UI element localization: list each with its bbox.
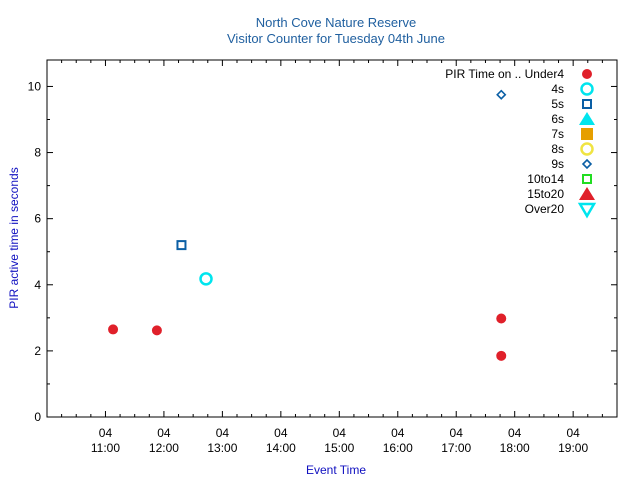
legend-marker-6s (579, 112, 595, 125)
y-tick-label: 2 (34, 344, 41, 358)
data-point-under4 (496, 350, 507, 361)
x-tick-label-time: 15:00 (324, 441, 354, 455)
x-axis: 0411:000412:000413:000414:000415:000416:… (61, 60, 618, 455)
x-tick-label-time: 18:00 (500, 441, 530, 455)
legend-label-8s: 8s (551, 142, 564, 156)
y-tick-label: 10 (28, 79, 42, 93)
x-tick-label-time: 14:00 (266, 441, 296, 455)
chart-title: North Cove Nature Reserve (256, 15, 416, 30)
data-point-5s (176, 240, 187, 251)
legend-marker-4s (580, 82, 594, 96)
legend-marker-9s (581, 158, 593, 170)
data-point-under4 (496, 313, 507, 324)
legend-marker-10to14 (582, 174, 592, 184)
x-axis-label: Event Time (306, 463, 366, 477)
x-tick-label-time: 16:00 (383, 441, 413, 455)
y-tick-label: 0 (34, 410, 41, 424)
legend-label-6s: 6s (551, 112, 564, 126)
y-tick-label: 8 (34, 146, 41, 160)
x-tick-label-day: 04 (157, 426, 171, 440)
y-axis-label: PIR active time in seconds (7, 167, 21, 308)
legend-label-5s: 5s (551, 97, 564, 111)
legend-marker-15to20 (579, 187, 595, 200)
legend-label-4s: 4s (551, 82, 564, 96)
x-tick-label-time: 17:00 (441, 441, 471, 455)
data-point-4s (199, 272, 213, 286)
legend-marker-under4 (582, 69, 592, 79)
x-tick-label-time: 11:00 (91, 441, 120, 455)
x-tick-label-time: 13:00 (207, 441, 237, 455)
legend-label-15to20: 15to20 (527, 187, 564, 201)
data-point-9s (496, 89, 507, 100)
x-tick-label-day: 04 (216, 426, 230, 440)
data-point-under4 (151, 325, 162, 336)
legend-label-7s: 7s (551, 127, 564, 141)
x-tick-label-time: 12:00 (149, 441, 179, 455)
x-tick-label-time: 19:00 (558, 441, 588, 455)
x-tick-label-day: 04 (508, 426, 522, 440)
data-points (108, 89, 507, 361)
legend-label-10to14: 10to14 (527, 172, 564, 186)
legend-label-under4: PIR Time on .. Under4 (445, 67, 564, 81)
legend-label-9s: 9s (551, 157, 564, 171)
legend-label-over20: Over20 (525, 202, 565, 216)
legend-marker-over20 (577, 202, 597, 219)
legend-marker-8s (580, 142, 594, 156)
plot-border (46, 59, 618, 418)
y-tick-label: 6 (34, 212, 41, 226)
x-tick-label-day: 04 (391, 426, 405, 440)
legend-marker-7s (581, 128, 593, 140)
x-tick-label-day: 04 (566, 426, 580, 440)
y-tick-label: 4 (34, 278, 41, 292)
x-tick-label-day: 04 (274, 426, 288, 440)
data-point-under4 (108, 324, 119, 335)
x-tick-label-day: 04 (333, 426, 347, 440)
chart-subtitle: Visitor Counter for Tuesday 04th June (227, 31, 445, 46)
legend-marker-5s (582, 99, 592, 109)
legend: PIR Time on .. Under44s5s6s7s8s9s10to141… (445, 67, 597, 219)
y-axis: 0 2 4 6 8 10 (28, 79, 617, 424)
x-tick-label-day: 04 (450, 426, 464, 440)
x-tick-label-day: 04 (99, 426, 113, 440)
